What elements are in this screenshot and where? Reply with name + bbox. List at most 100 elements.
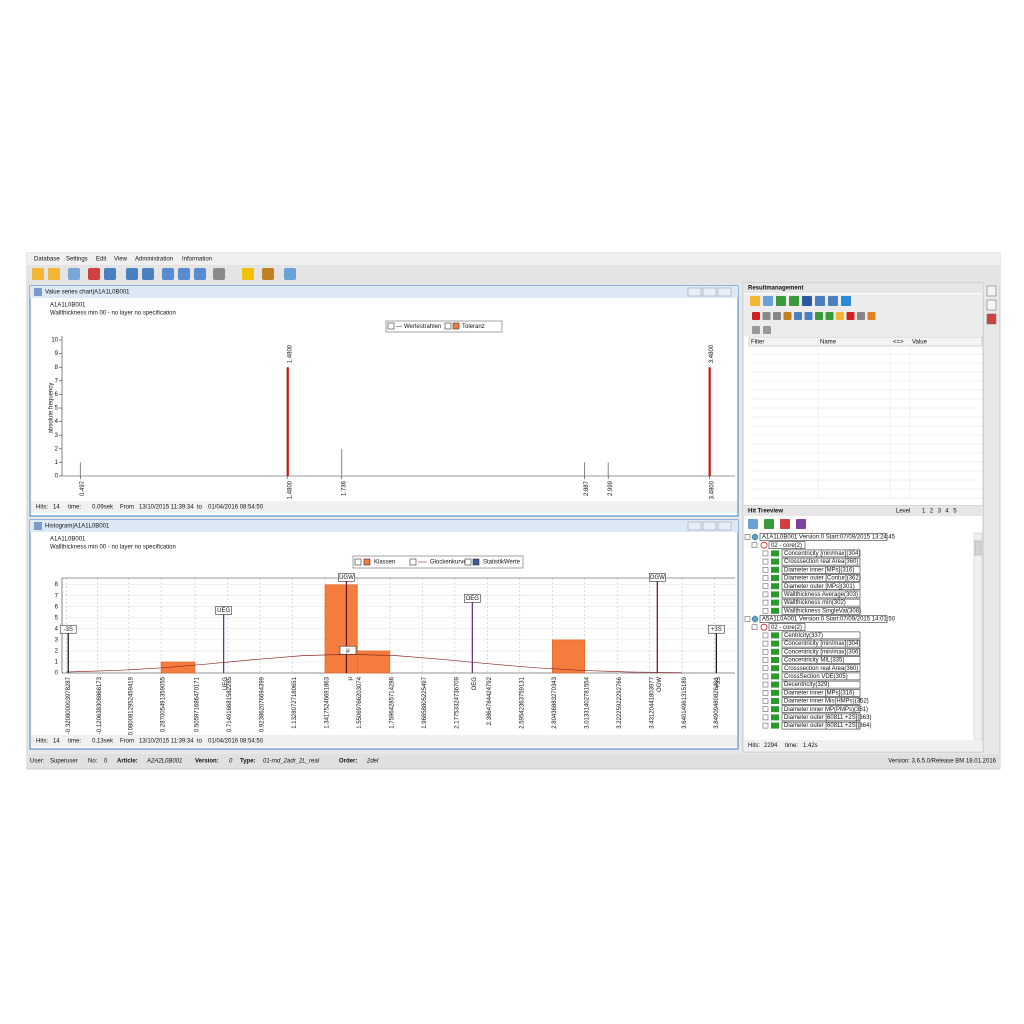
window-control[interactable]: [702, 521, 717, 531]
tool-button[interactable]: [794, 312, 802, 320]
toolbar-button[interactable]: [178, 268, 190, 280]
level-button[interactable]: 1: [922, 509, 926, 515]
tool-button[interactable]: [825, 312, 834, 320]
level-button[interactable]: 2: [930, 509, 934, 515]
tool-button[interactable]: [776, 296, 786, 306]
tree-node[interactable]: Concentricity [min/max](304): [784, 641, 860, 647]
tree-node[interactable]: Decentricity(329): [784, 682, 829, 688]
window-control[interactable]: [687, 287, 702, 297]
tool-button[interactable]: [763, 326, 771, 334]
tool-button[interactable]: [750, 296, 760, 306]
tree-tool[interactable]: [780, 519, 790, 529]
toolbar-button[interactable]: [194, 268, 206, 280]
item-icon: [771, 673, 779, 680]
level-button[interactable]: 4: [945, 509, 949, 515]
marker-label: UGW: [339, 575, 354, 581]
toolbar-button[interactable]: [284, 268, 296, 280]
tool-button[interactable]: [841, 296, 851, 306]
menu-item[interactable]: Edit: [96, 257, 107, 263]
tool-button[interactable]: [783, 312, 792, 320]
menu-item[interactable]: Administration: [135, 257, 173, 263]
tree-node[interactable]: Crosssection real Area(360): [784, 666, 858, 672]
expander: [762, 698, 769, 704]
tool-button[interactable]: [828, 296, 838, 306]
tree-node[interactable]: Wallthickness min(302): [784, 600, 846, 606]
tree-node[interactable]: Diameter inner [MPs](316): [784, 690, 854, 696]
tree-node[interactable]: CrossSection VDE(305): [784, 674, 848, 680]
tool-button[interactable]: [789, 296, 799, 306]
toolbar-button[interactable]: [213, 268, 225, 280]
tree-node[interactable]: Concentricity [min/max](304): [784, 551, 860, 557]
menu-item[interactable]: Database: [34, 257, 60, 263]
toolbar-button[interactable]: [126, 268, 138, 280]
level-button[interactable]: 3: [938, 509, 942, 515]
expander: [762, 640, 769, 647]
toolbar-button[interactable]: [262, 268, 274, 280]
tree-node[interactable]: Diameter outer [60811 +2S](364): [784, 723, 871, 729]
level-button[interactable]: 5: [953, 509, 957, 515]
item-icon: [771, 558, 779, 565]
root-icon: [751, 533, 759, 541]
toolbar-button[interactable]: [68, 268, 80, 280]
window-title: Value series chart|A1A1L0B001: [45, 290, 130, 296]
tree-node[interactable]: 02 - core(2): [771, 543, 802, 549]
menu-item[interactable]: Information: [182, 257, 212, 263]
tree-node[interactable]: Diameter outer [60811 +2S](363): [784, 715, 871, 721]
tree-node[interactable]: Diameter inner [MPs](316): [784, 567, 854, 573]
tree-tool[interactable]: [764, 519, 774, 529]
column-header[interactable]: Name: [820, 340, 837, 346]
window-control[interactable]: [717, 521, 732, 531]
tool-button[interactable]: [867, 312, 876, 320]
tree-node[interactable]: Diameter outer [Contur](362): [784, 576, 861, 582]
tree-node[interactable]: Crosssection real Area(360): [784, 559, 858, 565]
column-header[interactable]: <=>: [893, 340, 904, 346]
menu-item[interactable]: View: [114, 257, 128, 263]
tool-button[interactable]: [752, 312, 760, 320]
toolbar-button[interactable]: [142, 268, 154, 280]
tool-button[interactable]: [815, 296, 825, 306]
column-header[interactable]: Filter: [751, 340, 764, 346]
tree-tool[interactable]: [748, 519, 758, 529]
tool-button[interactable]: [763, 296, 773, 306]
tool-button[interactable]: [762, 312, 771, 320]
node-box: [768, 623, 806, 632]
tree-node[interactable]: A5A1L0A001 Version:0 Start:07/09/2015 14…: [762, 617, 896, 623]
tree-node[interactable]: Wallthickness Average(303): [784, 592, 858, 598]
tool-button[interactable]: [802, 296, 812, 306]
tool-button[interactable]: [752, 326, 760, 334]
window-control[interactable]: [717, 287, 732, 297]
tree-node[interactable]: 02 - core(2): [771, 625, 802, 631]
tool-button[interactable]: [804, 312, 813, 320]
toolbar-button[interactable]: [32, 268, 44, 280]
column-header[interactable]: Value: [912, 340, 928, 346]
toolbar-button[interactable]: [162, 268, 174, 280]
toolbar-button[interactable]: [48, 268, 60, 280]
tree-node[interactable]: Concentricity [min/max](306): [784, 649, 860, 655]
toolbar-button[interactable]: [242, 268, 254, 280]
tool-button[interactable]: [857, 312, 865, 320]
tool-button[interactable]: [815, 312, 823, 320]
marker-label: -3S: [64, 627, 73, 633]
tree-node[interactable]: Diameter inner MP(PMPs)(351): [784, 707, 868, 713]
menu-item[interactable]: Settings: [66, 257, 88, 263]
node-box: [781, 656, 861, 664]
item-icon: [771, 607, 779, 614]
toolbar-button[interactable]: [104, 268, 116, 280]
tool-button[interactable]: [846, 312, 855, 320]
tool-button[interactable]: [836, 312, 844, 320]
tree-tool[interactable]: [796, 519, 806, 529]
tree-node[interactable]: A1A1L0B001 Version:0 Start:07/09/2015 13…: [762, 535, 896, 541]
tree-node[interactable]: Diameter inner Mis(HMPs)(352): [784, 699, 869, 705]
window-control[interactable]: [702, 287, 717, 297]
legend-label: StatistikWerte: [483, 560, 521, 566]
chart-header: A1A1L0B001: [50, 537, 86, 543]
tool-button[interactable]: [773, 312, 781, 320]
toolbar-button[interactable]: [88, 268, 100, 280]
tree-node[interactable]: Concentricity MIL(335): [784, 658, 844, 664]
window-control[interactable]: [687, 521, 702, 531]
tree-node[interactable]: Wallthickness SingleVal(308): [784, 608, 861, 614]
tree-node[interactable]: Centricity(337): [784, 633, 823, 639]
tree-node[interactable]: Diameter outer [MPs](301): [784, 584, 855, 590]
x-tick-label: 0.497: [80, 480, 86, 496]
marker-box: [59, 624, 77, 634]
